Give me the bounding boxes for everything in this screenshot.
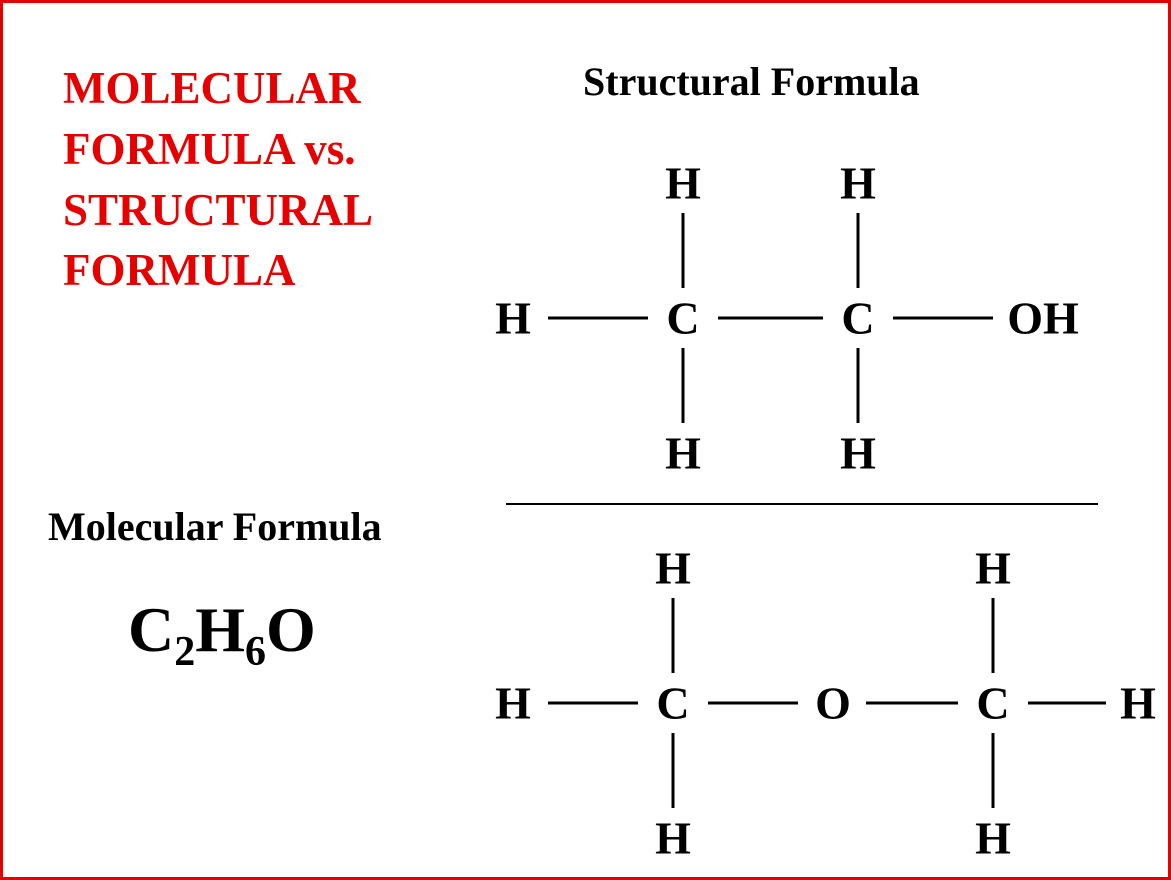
title-line-3: STRUCTURAL	[63, 185, 373, 235]
main-title: MOLECULAR FORMULA vs. STRUCTURAL FORMULA	[63, 58, 373, 301]
ether-h-c1-bot: H	[655, 812, 691, 865]
ether-bond-hleft-c1	[548, 702, 638, 705]
ethanol-h-c2-top: H	[840, 157, 876, 210]
ether-bond-c2-hright	[1028, 702, 1106, 705]
structural-heading: Structural Formula	[583, 58, 920, 105]
ether-h-right: H	[1120, 677, 1156, 730]
ether-bond-o-c2	[866, 702, 958, 705]
title-line-4: FORMULA	[63, 245, 295, 295]
mf-sub-2: 2	[174, 629, 195, 675]
ethanol-h-c2-bot: H	[840, 427, 876, 480]
structure-divider	[506, 503, 1098, 505]
ethanol-bond-hleft-c1	[548, 317, 648, 320]
ethanol-h-left: H	[495, 292, 531, 345]
ethanol-bond-c1-c2	[718, 317, 823, 320]
structural-diagrams: H C C OH H H H H H C O C H H H H H	[458, 123, 1148, 863]
mf-elem-c: C	[128, 594, 174, 665]
diagram-frame: MOLECULAR FORMULA vs. STRUCTURAL FORMULA…	[0, 0, 1171, 880]
mf-sub-6: 6	[245, 629, 266, 675]
ethanol-bond-c2-hbot	[857, 348, 860, 423]
ethanol-c2: C	[841, 292, 874, 345]
ether-o: O	[815, 677, 851, 730]
title-line-1: MOLECULAR	[63, 63, 361, 113]
ethanol-c1: C	[666, 292, 699, 345]
ether-c2: C	[976, 677, 1009, 730]
ether-bond-c2-hbot	[992, 733, 995, 808]
ethanol-oh: OH	[1007, 292, 1079, 345]
molecular-heading: Molecular Formula	[48, 503, 382, 550]
mf-elem-h: H	[195, 594, 245, 665]
ether-bond-c1-hbot	[672, 733, 675, 808]
ethanol-h-c1-top: H	[665, 157, 701, 210]
ether-h-c2-bot: H	[975, 812, 1011, 865]
title-line-2: FORMULA vs.	[63, 124, 356, 174]
ethanol-bond-c1-htop	[682, 213, 685, 288]
ether-h-left: H	[495, 677, 531, 730]
ether-h-c2-top: H	[975, 542, 1011, 595]
ether-bond-c1-htop	[672, 598, 675, 673]
ether-bond-c2-htop	[992, 598, 995, 673]
mf-elem-o: O	[266, 594, 316, 665]
molecular-formula: C2H6O	[128, 593, 316, 667]
ethanol-bond-c2-oh	[893, 317, 993, 320]
ethanol-bond-c1-hbot	[682, 348, 685, 423]
ethanol-h-c1-bot: H	[665, 427, 701, 480]
ether-bond-c1-o	[708, 702, 798, 705]
ether-h-c1-top: H	[655, 542, 691, 595]
ether-c1: C	[656, 677, 689, 730]
ethanol-bond-c2-htop	[857, 213, 860, 288]
